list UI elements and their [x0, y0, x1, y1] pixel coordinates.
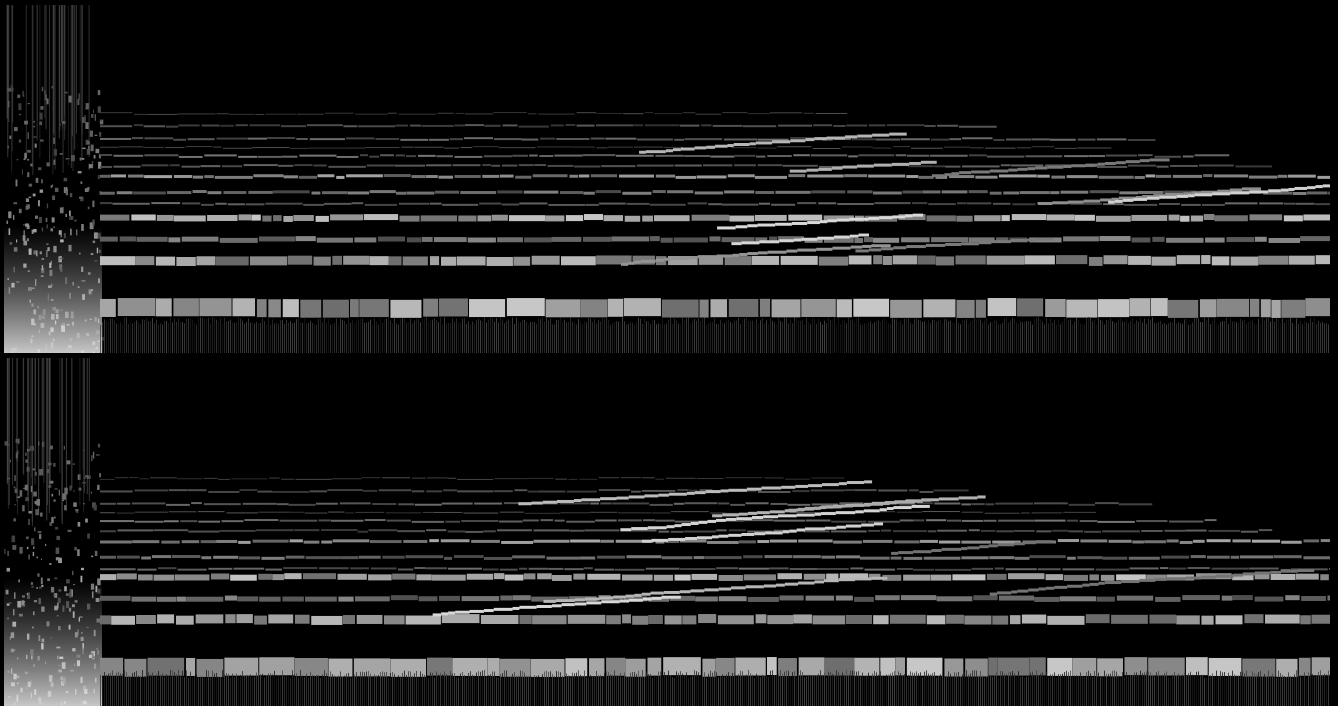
channel-divider — [0, 354, 1338, 357]
spectrogram-canvas-left — [4, 5, 1330, 353]
spectrogram-channel-left — [4, 5, 1330, 353]
spectrogram-canvas-right — [4, 358, 1330, 706]
spectrogram-channel-right — [4, 358, 1330, 706]
